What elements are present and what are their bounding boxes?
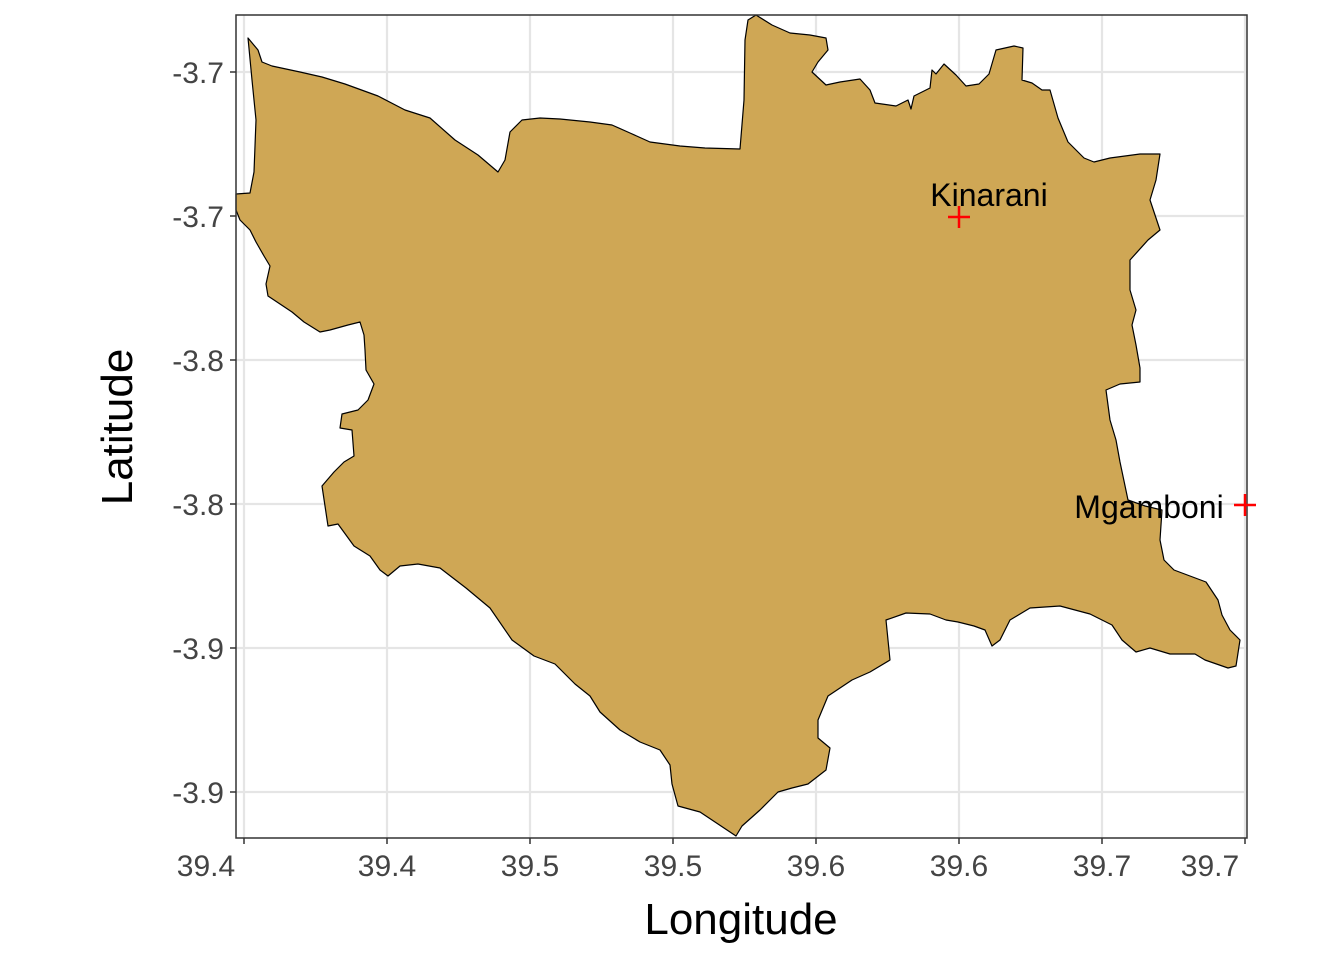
x-axis-title: Longitude — [644, 895, 837, 944]
place-kinarani: Kinarani — [930, 177, 1048, 228]
y-tick-label-1: -3.7 — [172, 57, 224, 90]
x-tick-label-7: 39.7 — [1073, 850, 1131, 883]
x-tick-label-1: 39.4 — [177, 850, 235, 883]
x-tick-label-3: 39.5 — [501, 850, 559, 883]
y-tick-label-4: -3.8 — [172, 489, 224, 522]
y-tick-label-2: -3.7 — [172, 201, 224, 234]
x-tick-label-4: 39.5 — [644, 850, 702, 883]
y-axis: -3.7 -3.7 -3.8 -3.8 -3.9 -3.9 — [172, 57, 236, 810]
mgamboni-label: Mgamboni — [1074, 489, 1223, 525]
x-axis: 39.4 39.4 39.5 39.5 39.6 39.6 39.7 39.7 — [177, 838, 1246, 883]
region-polygon — [235, 14, 1241, 837]
y-tick-label-3: -3.8 — [172, 345, 224, 378]
x-tick-label-5: 39.6 — [787, 850, 845, 883]
y-tick-label-5: -3.9 — [172, 633, 224, 666]
y-axis-title: Latitude — [93, 349, 142, 506]
x-tick-label-6: 39.6 — [930, 850, 988, 883]
y-tick-label-6: -3.9 — [172, 777, 224, 810]
plot-border — [235, 14, 1248, 839]
place-mgamboni: Mgamboni — [1074, 489, 1256, 525]
x-tick-label-8: 39.7 — [1181, 850, 1239, 883]
x-tick-label-2: 39.4 — [358, 850, 416, 883]
kinarani-label: Kinarani — [930, 177, 1047, 213]
